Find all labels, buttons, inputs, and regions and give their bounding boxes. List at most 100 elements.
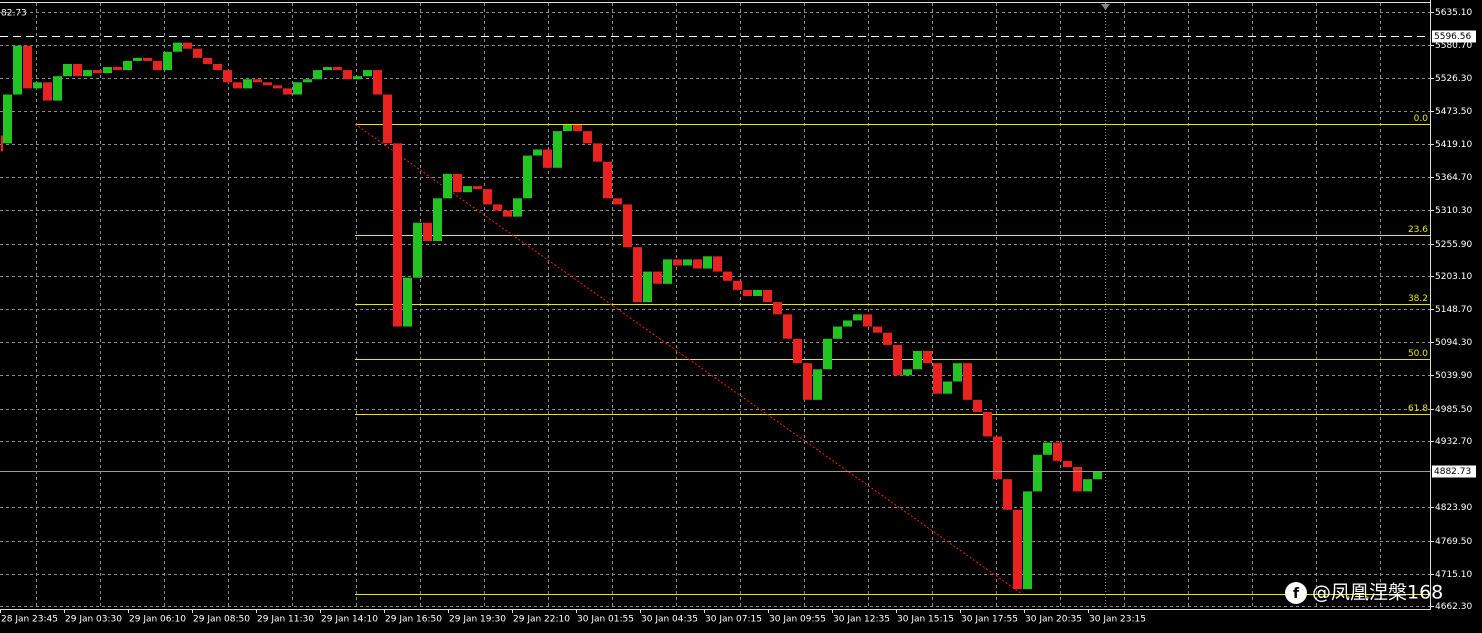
candle	[503, 210, 512, 217]
candle	[543, 149, 552, 168]
candle	[263, 82, 272, 86]
y-tick-label: 5094.30	[1435, 338, 1472, 348]
candle	[1063, 460, 1072, 467]
candle	[1033, 454, 1042, 492]
candle	[283, 88, 292, 95]
x-tick-label: 30 Jan 07:15	[705, 615, 762, 625]
candle	[303, 79, 312, 83]
candle	[833, 326, 842, 339]
x-tick-label: 29 Jan 16:50	[385, 615, 442, 625]
candle	[233, 82, 242, 89]
candle	[653, 271, 662, 284]
current-price-label: 4882.73	[1434, 467, 1471, 477]
candle	[363, 70, 372, 77]
candle	[933, 363, 942, 394]
candle	[53, 76, 62, 101]
x-tick-label: 30 Jan 17:55	[961, 615, 1018, 625]
fib-label: 61.8	[1408, 404, 1428, 414]
candle	[473, 186, 482, 190]
candle	[463, 186, 472, 193]
x-tick-label: 29 Jan 08:50	[193, 615, 250, 625]
y-tick-label: 5364.70	[1435, 173, 1472, 183]
y-tick-label: 5635.10	[1435, 8, 1472, 18]
candle	[483, 189, 492, 205]
y-tick-label: 4823.90	[1435, 503, 1472, 513]
candle	[553, 131, 562, 168]
x-tick-label: 30 Jan 04:35	[641, 615, 698, 625]
time-marker-arrow	[1101, 4, 1110, 10]
candle	[623, 204, 632, 248]
candle	[293, 82, 302, 95]
candle	[103, 67, 112, 74]
candle	[193, 48, 202, 58]
candle	[663, 259, 672, 284]
candle	[333, 67, 342, 71]
candle	[133, 57, 142, 61]
candle	[753, 289, 762, 297]
x-tick-label: 30 Jan 01:55	[577, 615, 634, 625]
candle	[373, 70, 382, 95]
candle	[613, 198, 622, 205]
x-tick-label: 29 Jan 14:10	[321, 615, 378, 625]
candle	[993, 436, 1002, 480]
candle	[873, 326, 882, 333]
candle	[323, 67, 332, 71]
current-price-box	[1432, 465, 1476, 478]
y-tick-label: 5419.10	[1435, 140, 1472, 150]
candle	[943, 381, 952, 394]
candle	[583, 131, 592, 144]
candle	[853, 314, 862, 321]
candle	[153, 60, 162, 71]
candle	[513, 198, 522, 217]
candle	[893, 344, 902, 376]
candle	[343, 70, 352, 80]
candle	[733, 280, 742, 290]
candle	[573, 125, 582, 132]
candle	[173, 42, 182, 52]
y-tick-label: 5580.70	[1435, 41, 1472, 51]
x-tick-label: 30 Jan 09:55	[769, 615, 826, 625]
candle	[143, 57, 152, 61]
candle	[1003, 479, 1012, 510]
x-tick-label: 29 Jan 06:10	[129, 615, 186, 625]
candle	[1053, 442, 1062, 461]
candle	[123, 60, 132, 71]
candle	[113, 67, 122, 71]
x-tick-label: 30 Jan 20:35	[1025, 615, 1082, 625]
candle	[683, 259, 692, 266]
candle	[273, 85, 282, 89]
candle	[163, 51, 172, 71]
candle	[803, 363, 812, 400]
candle	[953, 363, 962, 382]
candle	[673, 259, 682, 266]
candle	[43, 82, 52, 101]
candle	[443, 173, 452, 199]
candle	[643, 271, 652, 303]
watermark: f @凤凰涅槃168	[1285, 582, 1443, 604]
candle	[863, 314, 872, 327]
candle	[243, 79, 252, 89]
fib-label: 23.6	[1408, 225, 1428, 235]
candle	[1023, 491, 1032, 590]
candle	[413, 222, 422, 278]
corner-label: 82.73	[1, 9, 27, 19]
candle	[823, 338, 832, 370]
x-tick-label: 29 Jan 22:10	[513, 615, 570, 625]
candle	[393, 143, 402, 327]
fib-label: 38.2	[1408, 294, 1428, 304]
candle	[183, 42, 192, 49]
candle	[533, 149, 542, 156]
candle	[783, 314, 792, 339]
candle	[693, 259, 702, 269]
y-tick-label: 5203.10	[1435, 272, 1472, 282]
candle	[63, 63, 72, 77]
x-tick-label: 30 Jan 15:15	[897, 615, 954, 625]
candle	[883, 332, 892, 345]
candle	[423, 222, 432, 242]
y-tick-label: 4715.10	[1435, 570, 1472, 580]
candle	[793, 338, 802, 364]
y-tick-label: 5255.90	[1435, 240, 1472, 250]
y-tick-label: 4662.30	[1435, 602, 1472, 612]
x-tick-label: 29 Jan 11:30	[257, 615, 314, 625]
y-tick-label: 5526.30	[1435, 74, 1472, 84]
